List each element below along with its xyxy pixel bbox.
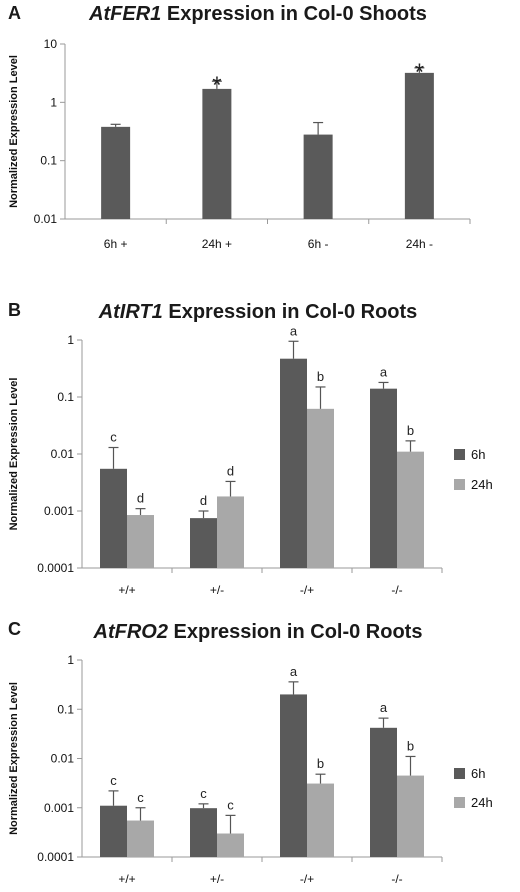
y-axis-label: Normalized Expression Level — [8, 682, 20, 835]
x-tick-label: +/+ — [118, 872, 135, 886]
bar — [307, 783, 334, 857]
bar — [100, 468, 127, 568]
legend-label: 24h — [471, 795, 493, 810]
legend-swatch — [454, 768, 465, 779]
y-tick-label: 0.1 — [40, 154, 57, 168]
y-tick-label: 0.001 — [44, 801, 74, 815]
significance-label: c — [227, 797, 234, 812]
significance-label: d — [227, 463, 234, 478]
significance-label: c — [110, 773, 117, 788]
x-tick-label: +/- — [210, 872, 224, 886]
y-tick-label: 1 — [67, 333, 74, 347]
bar — [190, 518, 217, 568]
chart-title: AtFER1 Expression in Col-0 Shoots — [88, 3, 427, 25]
significance-label: d — [137, 491, 144, 506]
legend-swatch — [454, 797, 465, 808]
bar — [190, 808, 217, 857]
significance-label: a — [380, 364, 388, 379]
y-tick-label: 1 — [67, 653, 74, 667]
bar — [127, 820, 154, 857]
legend-swatch — [454, 479, 465, 490]
x-tick-label: +/+ — [118, 583, 135, 597]
panel-label-A: A — [8, 3, 21, 23]
chart-title: AtFRO2 Expression in Col-0 Roots — [93, 621, 423, 643]
x-tick-label: 6h - — [308, 237, 329, 251]
legend-label: 24h — [471, 477, 493, 492]
y-axis-label: Normalized Expression Level — [8, 378, 20, 531]
bar — [370, 388, 397, 568]
significance-label: a — [380, 700, 388, 715]
title-gene-name: AtFER1 — [88, 3, 161, 25]
bar — [127, 515, 154, 568]
y-tick-label: 0.01 — [34, 212, 58, 226]
x-tick-label: -/+ — [300, 583, 314, 597]
significance-label: a — [290, 323, 298, 338]
legend-swatch — [454, 449, 465, 460]
bar — [404, 72, 434, 220]
significance-label: b — [317, 756, 324, 771]
legend-label: 6h — [471, 766, 485, 781]
bar — [397, 775, 424, 857]
x-tick-label: -/- — [391, 872, 402, 886]
bar — [397, 451, 424, 568]
title-gene-name: AtIRT1 — [98, 301, 163, 323]
title-text: Expression in Col-0 Shoots — [161, 3, 427, 25]
x-tick-label: -/- — [391, 583, 402, 597]
x-tick-label: 6h + — [104, 237, 128, 251]
y-tick-label: 0.01 — [51, 752, 75, 766]
chart-title: AtIRT1 Expression in Col-0 Roots — [98, 301, 418, 323]
bar — [280, 358, 307, 568]
significance-label: * — [415, 59, 424, 86]
significance-label: b — [407, 423, 414, 438]
significance-label: c — [110, 430, 117, 445]
y-tick-label: 0.1 — [57, 390, 74, 404]
x-tick-label: +/- — [210, 583, 224, 597]
panel-label-C: C — [8, 619, 21, 639]
legend-label: 6h — [471, 447, 485, 462]
x-tick-label: 24h + — [202, 237, 232, 251]
x-tick-label: 24h - — [406, 237, 433, 251]
title-text: Expression in Col-0 Roots — [163, 301, 417, 323]
y-tick-label: 0.001 — [44, 504, 74, 518]
panel-label-B: B — [8, 300, 21, 320]
y-tick-label: 0.0001 — [37, 561, 74, 575]
significance-label: d — [200, 493, 207, 508]
bar — [307, 408, 334, 568]
y-tick-label: 10 — [44, 37, 58, 51]
bar — [100, 805, 127, 857]
title-gene-name: AtFRO2 — [93, 621, 168, 643]
bar — [217, 496, 244, 568]
significance-label: b — [317, 369, 324, 384]
y-tick-label: 0.01 — [51, 447, 75, 461]
significance-label: a — [290, 664, 298, 679]
significance-label: c — [137, 790, 144, 805]
bar — [280, 694, 307, 857]
bar — [303, 134, 333, 219]
y-axis-label: Normalized Expression Level — [8, 55, 20, 208]
significance-label: * — [212, 72, 221, 99]
y-tick-label: 1 — [50, 95, 57, 109]
bar — [202, 88, 232, 220]
y-tick-label: 0.1 — [57, 702, 74, 716]
title-text: Expression in Col-0 Roots — [168, 621, 422, 643]
bar — [101, 126, 131, 219]
significance-label: c — [200, 786, 207, 801]
significance-label: b — [407, 738, 414, 753]
bar — [217, 833, 244, 857]
x-tick-label: -/+ — [300, 872, 314, 886]
y-tick-label: 0.0001 — [37, 850, 74, 864]
bar — [370, 727, 397, 857]
